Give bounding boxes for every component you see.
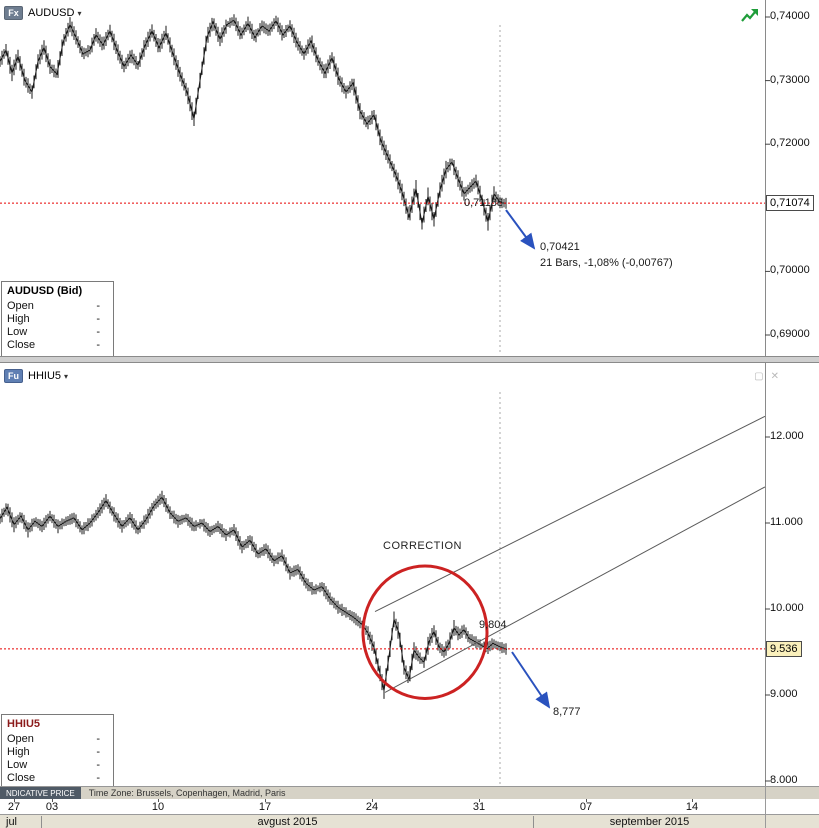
projection-target-label-audusd: 0,70421 <box>540 241 580 253</box>
x-axis-date-label: 24 <box>365 801 379 813</box>
x-axis-date-label: 03 <box>45 801 59 813</box>
legend-label: Low <box>7 759 28 771</box>
y-axis-label: 11.000 <box>770 516 803 528</box>
legend-row: Low - <box>7 326 108 339</box>
y-axis-label: 0,72000 <box>770 137 810 150</box>
legend-value: - <box>96 746 100 758</box>
x-axis-date-label: 10 <box>151 801 165 813</box>
x-axis-tickmark <box>52 799 53 802</box>
legend-value: - <box>96 772 100 784</box>
x-axis-date-label: 31 <box>472 801 486 813</box>
projection-stats-label: 21 Bars, -1,08% (-0,00767) <box>540 257 673 269</box>
legend-value: - <box>96 339 100 351</box>
correction-label: CORRECTION <box>383 540 462 552</box>
hhiu5-chart-area[interactable] <box>0 363 765 786</box>
legend-value: - <box>96 733 100 745</box>
x-axis-date-label: 14 <box>685 801 699 813</box>
legend-value: - <box>96 326 100 338</box>
panel-window-controls: ▢ ✕ <box>754 372 779 382</box>
legend-row: High - <box>7 746 108 759</box>
legend-title: AUDUSD (Bid) <box>7 285 83 297</box>
month-axis: jul avgust 2015 september 2015 <box>0 814 819 828</box>
y-axis-label: 12.000 <box>770 430 804 442</box>
audusd-ohlc-legend: AUDUSD (Bid) Open - High - Low - Close - <box>1 281 114 357</box>
x-axis-tickmark <box>14 799 15 802</box>
status-bar: NDICATIVE PRICE Time Zone: Brussels, Cop… <box>0 786 819 799</box>
legend-value: - <box>96 759 100 771</box>
chevron-down-icon: ▾ <box>64 371 69 381</box>
audusd-chart-area[interactable] <box>0 0 765 356</box>
axis-separator-line <box>765 786 766 828</box>
hhiu5-panel-header: Fu HHIU5 ▾ <box>4 369 68 383</box>
y-axis-label: 0,70000 <box>770 264 810 277</box>
legend-row: Close - <box>7 339 108 352</box>
legend-label: Open <box>7 733 34 745</box>
y-axis-label: 0,74000 <box>770 10 810 22</box>
hhiu5-title: HHIU5 <box>28 370 62 382</box>
y-axis-label: 8.000 <box>770 774 798 786</box>
close-window-icon[interactable]: ✕ <box>770 371 779 382</box>
legend-value: - <box>96 300 100 312</box>
chevron-down-icon: ▾ <box>77 8 82 18</box>
projection-target-label-hhiu5: 8,777 <box>553 706 581 718</box>
legend-row: Open - <box>7 733 108 746</box>
current-price-tag-audusd: 0,71074 <box>766 195 814 212</box>
legend-row: Close - <box>7 772 108 785</box>
audusd-panel-header: Fx AUDUSD ▾ <box>4 6 81 20</box>
hhiu5-ohlc-legend: HHIU5 Open - High - Low - Close - <box>1 714 114 790</box>
y-axis-label: 0,73000 <box>770 73 810 86</box>
legend-value: - <box>96 313 100 325</box>
legend-label: High <box>7 313 30 325</box>
x-axis-tickmark <box>479 799 480 802</box>
price-note-label-hhiu5: 9,804 <box>479 619 507 631</box>
month-label-jul: jul <box>6 816 18 828</box>
legend-row: Open - <box>7 300 108 313</box>
trend-up-icon <box>741 9 758 22</box>
y-axis-label: 10.000 <box>770 602 804 614</box>
legend-row: Low - <box>7 759 108 772</box>
price-crossing-label: 0,71188 <box>464 197 503 209</box>
current-price-tag-hhiu5: 9.536 <box>766 640 802 657</box>
legend-title: HHIU5 <box>7 718 41 730</box>
legend-label: High <box>7 746 30 758</box>
audusd-title: AUDUSD <box>28 7 75 19</box>
legend-row: High - <box>7 313 108 326</box>
x-axis-date-label: 27 <box>7 801 21 813</box>
x-axis-tickmark <box>372 799 373 802</box>
x-axis-tickmark <box>586 799 587 802</box>
legend-label: Low <box>7 326 28 338</box>
x-axis-date-label: 17 <box>258 801 272 813</box>
time-axis[interactable]: 27 03 10 17 24 31 07 14 <box>0 799 819 814</box>
y-axis-label: 0,69000 <box>770 328 810 340</box>
futures-instrument-icon: Fu <box>4 369 23 383</box>
x-axis-tickmark <box>692 799 693 802</box>
timezone-label: Time Zone: Brussels, Copenhagen, Madrid,… <box>88 788 286 798</box>
x-axis-tickmark <box>265 799 266 802</box>
month-label-september: september 2015 <box>533 816 765 828</box>
legend-label: Close <box>7 339 36 351</box>
month-label-avgust: avgust 2015 <box>41 816 533 828</box>
restore-window-icon[interactable]: ▢ <box>754 371 764 382</box>
fx-instrument-icon: Fx <box>4 6 23 20</box>
indicative-price-badge: NDICATIVE PRICE <box>0 787 81 799</box>
panel-splitter[interactable] <box>0 356 819 363</box>
x-axis-date-label: 07 <box>579 801 593 813</box>
audusd-instrument-selector[interactable]: AUDUSD ▾ <box>28 7 81 19</box>
y-axis-label: 9.000 <box>770 688 798 700</box>
legend-label: Close <box>7 772 36 784</box>
hhiu5-instrument-selector[interactable]: HHIU5 ▾ <box>28 370 68 382</box>
x-axis-tickmark <box>158 799 159 802</box>
legend-label: Open <box>7 300 34 312</box>
